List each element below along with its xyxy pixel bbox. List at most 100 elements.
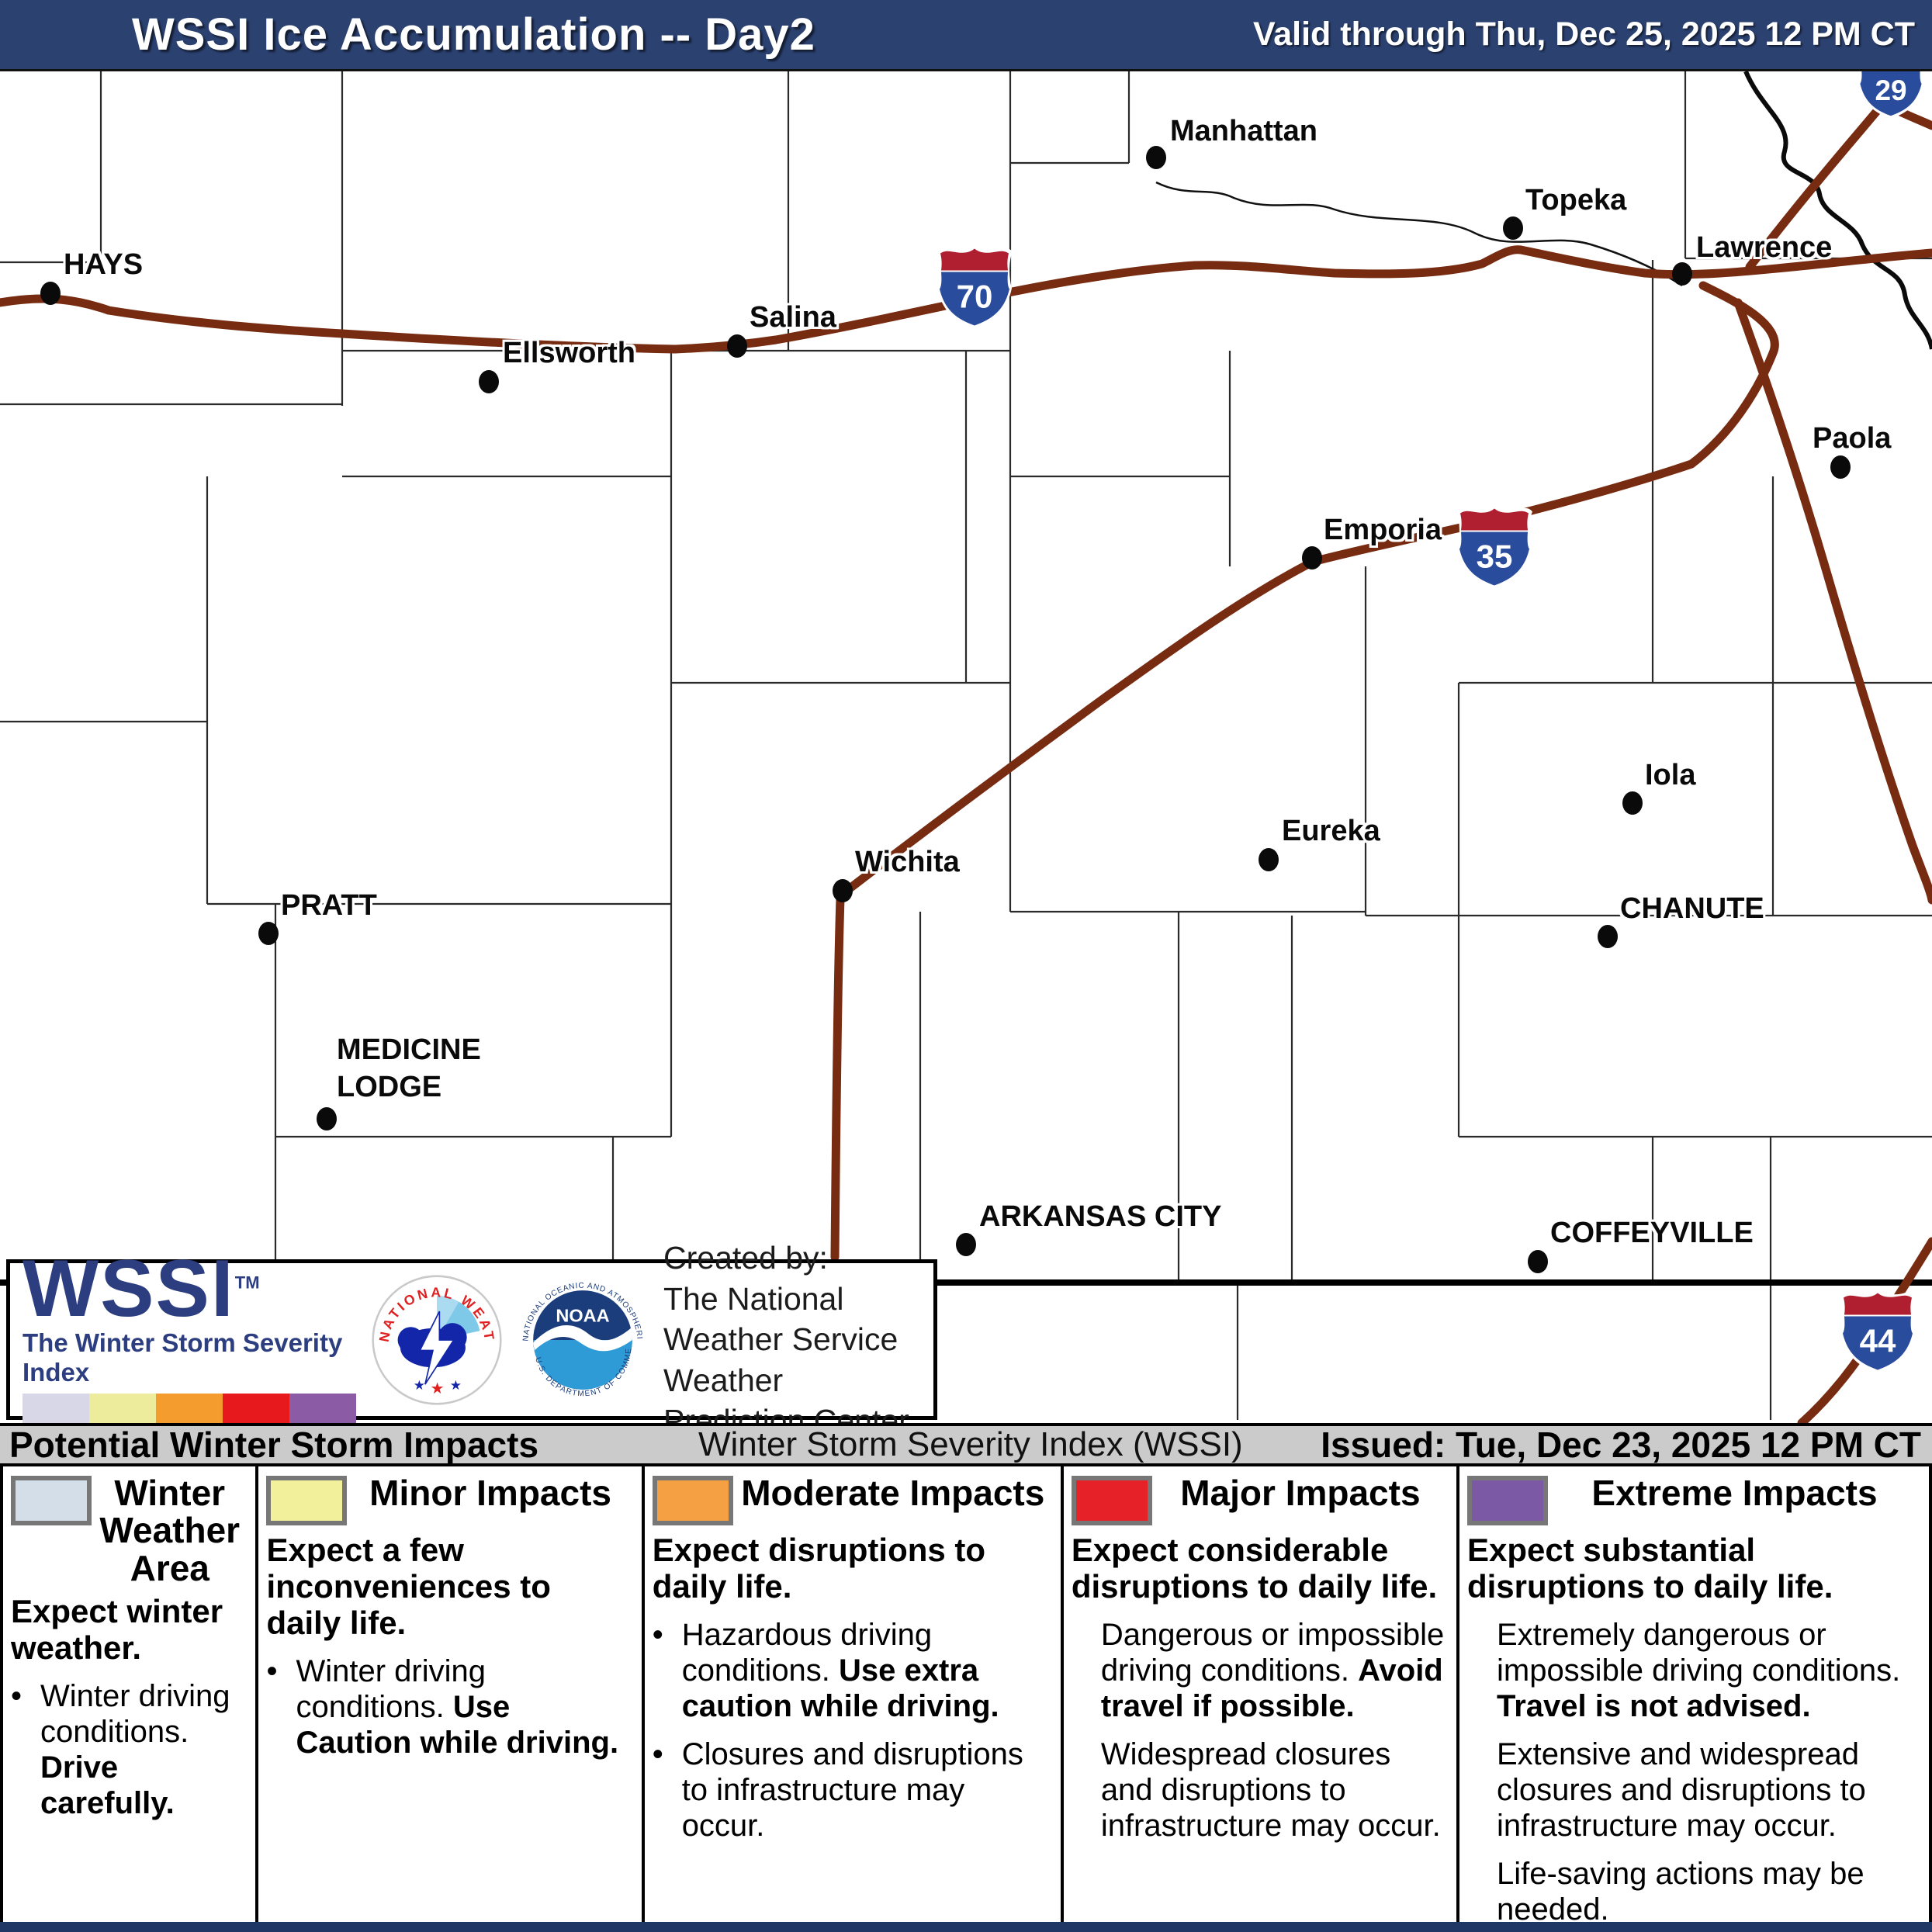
map-base-graphics [0, 68, 1932, 1423]
item-indent [1467, 1617, 1497, 1724]
city-label: COFFEYVILLE [1550, 1217, 1754, 1249]
city-dot [1830, 455, 1851, 479]
severity-strip-swatch [223, 1394, 289, 1427]
city-dot [40, 282, 61, 305]
item-indent [1072, 1736, 1101, 1844]
city-dot [1503, 216, 1523, 240]
page-title: WSSI Ice Accumulation -- Day2 [132, 9, 815, 60]
legend-category-title: Winter Weather Area [99, 1473, 241, 1588]
city-label: Emporia [1324, 514, 1442, 546]
city-label: HAYS [64, 248, 144, 281]
city-label: CHANUTE [1620, 892, 1764, 925]
city-label: Manhattan [1170, 115, 1317, 147]
legend-item: Life-saving actions may be needed. [1467, 1856, 1921, 1927]
county-boundaries [0, 71, 1932, 1420]
wssi-severity-color-strip [23, 1394, 356, 1427]
city-dot [1259, 848, 1279, 871]
legend-swatch [652, 1476, 733, 1525]
title-bar: WSSI Ice Accumulation -- Day2 Valid thro… [0, 0, 1932, 71]
city-label: Iola [1645, 759, 1696, 791]
legend-category-title: Major Impacts [1180, 1473, 1421, 1513]
legend-column-moderate-impacts: Moderate Impacts Expect disruptions to da… [645, 1466, 1064, 1922]
shield-route-number: 29 [1875, 74, 1906, 106]
bullet-marker: • [11, 1678, 23, 1713]
item-indent [1467, 1856, 1497, 1927]
legend-heading: Expect disruptions to daily life. [652, 1532, 986, 1605]
legend-item-text: Life-saving actions may be needed. [1496, 1857, 1864, 1927]
legend-item-text: Extensive and widespread closures and di… [1496, 1737, 1866, 1844]
legend-item: Dangerous or impossible driving conditio… [1072, 1617, 1449, 1724]
legend-swatch [1071, 1476, 1152, 1525]
item-indent [1467, 1736, 1497, 1844]
highway-i70-path [0, 245, 1932, 354]
legend-item-text: Dangerous or impossible driving conditio… [1100, 1618, 1445, 1724]
impacts-bar-subtitle: Winter Storm Severity Index (WSSI) [698, 1425, 1243, 1463]
created-by-line: The National Weather Service [663, 1280, 898, 1358]
legend-swatch [266, 1476, 348, 1525]
trademark-symbol: TM [234, 1272, 260, 1293]
city-label: Paola [1813, 422, 1892, 455]
city-dot [833, 879, 853, 902]
legend-item: • Winter driving conditions. Use Caution … [266, 1653, 633, 1761]
city-dot [1622, 791, 1643, 815]
impacts-bar-title: Potential Winter Storm Impacts [9, 1425, 539, 1465]
wssi-logo-box: WSSITM The Winter Storm Severity Index N… [6, 1240, 937, 1439]
city-dot [727, 334, 747, 358]
severity-strip-swatch [89, 1394, 156, 1427]
bottom-navy-strip [0, 1922, 1932, 1932]
city-label: Topeka [1525, 184, 1627, 216]
city-label: Wichita [855, 846, 960, 878]
city-label: MEDICINE LODGE [337, 1034, 481, 1103]
city-dot [1672, 262, 1692, 286]
legend-heading: Expect a few inconveniences to daily lif… [266, 1532, 551, 1642]
legend-item: • Closures and disruptions to infrastruct… [653, 1736, 1053, 1844]
legend-category-title: Extreme Impacts [1591, 1473, 1878, 1513]
legend-item-text: Winter driving conditions. Drive careful… [40, 1678, 230, 1820]
wssi-logo: WSSITM The Winter Storm Severity Index [23, 1243, 356, 1427]
legend-item-text: Closures and disruptions to infrastructu… [681, 1737, 1023, 1844]
legend-swatch [1466, 1476, 1548, 1525]
legend-category-title: Minor Impacts [369, 1473, 611, 1513]
valid-through-text: Valid through Thu, Dec 25, 2025 12 PM CT [1252, 16, 1915, 53]
city-label: Ellsworth [503, 337, 636, 369]
bullet-marker: • [266, 1654, 278, 1689]
created-by-line: Created by: [663, 1240, 828, 1276]
kansas-river [1155, 181, 1683, 287]
issued-timestamp: Issued: Tue, Dec 23, 2025 12 PM CT [1321, 1425, 1921, 1465]
interstate-shield-70: 70 [936, 242, 1013, 333]
legend-heading: Expect substantial disruptions to daily … [1466, 1532, 1833, 1605]
city-dot [1528, 1250, 1548, 1273]
kansas-map: HAYS Ellsworth Salina Manhattan Topeka Lawren… [0, 48, 1932, 1439]
noaa-logo: NOAA NATIONAL OCEANIC AND ATMOSPHERIC AD… [518, 1275, 647, 1404]
legend-item-text: Widespread closures and disruptions to i… [1100, 1737, 1441, 1844]
bullet-marker: • [652, 1618, 663, 1653]
city-dot [479, 370, 499, 393]
bullet-marker: • [652, 1737, 663, 1772]
legend-item: Extensive and widespread closures and di… [1467, 1736, 1921, 1844]
city-label: ARKANSAS CITY [979, 1200, 1222, 1233]
noaa-wordmark: NOAA [556, 1305, 609, 1325]
nws-star: ★ [450, 1377, 462, 1392]
legend-column-extreme-impacts: Extreme Impacts Expect substantial disrup… [1459, 1466, 1929, 1927]
wssi-wordmark: WSSITM [23, 1243, 260, 1334]
interstate-shield-44: 44 [1839, 1286, 1916, 1377]
legend-item: • Winter driving conditions. Drive carefu… [11, 1678, 248, 1821]
city-dot [1146, 146, 1166, 169]
city-dot [317, 1107, 337, 1130]
legend-item: Extremely dangerous or impossible drivin… [1467, 1617, 1921, 1724]
wssi-tagline: The Winter Storm Severity Index [23, 1328, 343, 1387]
legend-column-minor-impacts: Minor Impacts Expect a few inconveniences… [258, 1466, 645, 1922]
legend-swatch [11, 1476, 92, 1525]
missouri-river [1743, 70, 1932, 350]
severity-strip-swatch [156, 1394, 223, 1427]
legend-item-text: Hazardous driving conditions. Use extra … [681, 1618, 999, 1724]
highway-i35-south-path [830, 894, 845, 1262]
legend-heading: Expect winter weather. [11, 1592, 223, 1666]
legend-heading: Expect considerable disruptions to daily… [1071, 1532, 1438, 1605]
city-dot [1598, 925, 1618, 948]
city-label: Lawrence [1696, 231, 1833, 264]
city-dot [956, 1233, 976, 1256]
legend-category-title: Moderate Impacts [741, 1473, 1045, 1513]
legend-item-text: Extremely dangerous or impossible drivin… [1496, 1618, 1901, 1724]
